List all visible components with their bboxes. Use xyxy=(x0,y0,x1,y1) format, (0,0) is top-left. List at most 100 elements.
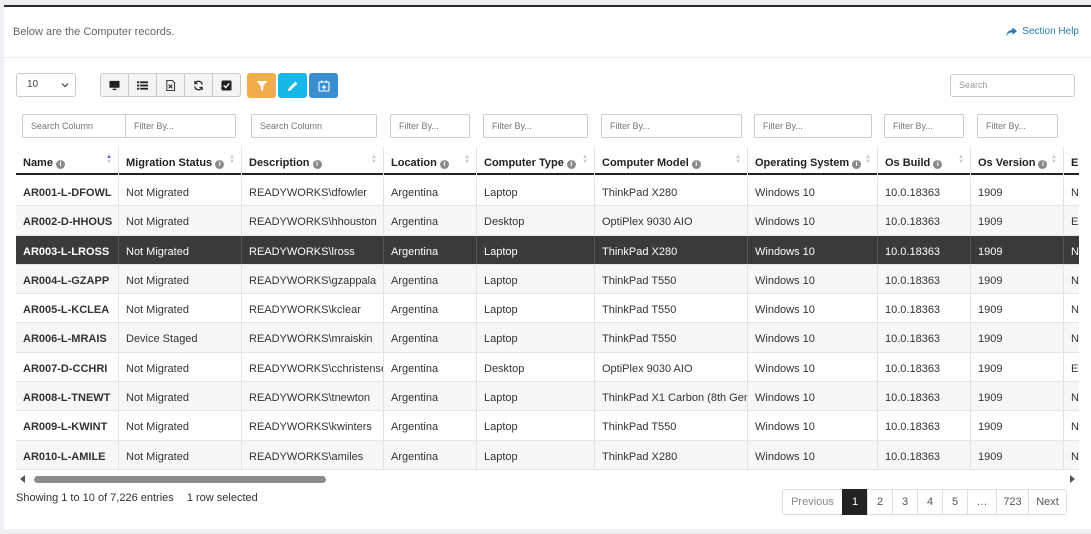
table-header-row: Name i ▲ ▼ Migration Status i ▲ ▼ Description i ▲ ▼… xyxy=(16,147,1079,175)
filter-input-os-version[interactable]: Filter By... xyxy=(977,114,1058,138)
filter-input-operating-system[interactable]: Filter By... xyxy=(754,114,872,138)
scrollbar-thumb[interactable] xyxy=(34,476,326,483)
section-help-label: Section Help xyxy=(1022,26,1079,37)
sort-icon[interactable]: ▲ ▼ xyxy=(229,154,235,165)
column-header-label: Computer Model xyxy=(602,157,689,169)
column-header-os-version[interactable]: Os Version i ▲ ▼ xyxy=(971,147,1064,175)
cell-description: READYWORKS\hhouston xyxy=(242,206,384,235)
filter-input-computer-type[interactable]: Filter By... xyxy=(483,114,588,138)
table-row[interactable]: AR001-L-DFOWL Not Migrated READYWORKS\dfow… xyxy=(16,177,1079,207)
column-header-computer-type[interactable]: Computer Type i ▲ ▼ xyxy=(477,147,595,175)
filter-button[interactable] xyxy=(247,73,276,98)
cell-operating-system: Windows 10 xyxy=(748,177,878,206)
table-row[interactable]: AR002-D-HHOUS Not Migrated READYWORKS\hhou… xyxy=(16,206,1079,236)
column-header-label: Os Version xyxy=(978,157,1036,169)
column-header-label: Computer Type xyxy=(484,157,564,169)
table-row[interactable]: AR007-D-CCHRI Not Migrated READYWORKS\cchr… xyxy=(16,352,1079,383)
sort-icon[interactable]: ▲ ▼ xyxy=(865,154,871,165)
cell-migration-status: Not Migrated xyxy=(119,352,242,382)
cell-location: Argentina xyxy=(384,235,477,264)
filter-input-migration-status[interactable]: Filter By... xyxy=(125,114,236,138)
pagination-page-723[interactable]: 723 xyxy=(996,489,1029,515)
info-icon[interactable]: i xyxy=(566,160,576,169)
pagination-next[interactable]: Next xyxy=(1028,489,1067,515)
sort-icon[interactable]: ▲ ▼ xyxy=(371,154,377,165)
edit-button[interactable] xyxy=(278,73,307,98)
info-icon[interactable]: i xyxy=(439,160,449,169)
horizontal-scrollbar[interactable] xyxy=(16,473,1079,485)
filter-input-description[interactable]: Search Column xyxy=(251,114,377,138)
table-row[interactable]: AR009-L-KWINT Not Migrated READYWORKS\kwin… xyxy=(16,411,1079,441)
column-header-label: Name xyxy=(23,157,53,169)
page-length-select[interactable]: 10 xyxy=(16,73,76,97)
section-help-link[interactable]: Section Help xyxy=(1006,26,1079,37)
cell-operating-system: Windows 10 xyxy=(748,294,878,323)
cell-location: Argentina xyxy=(384,352,477,382)
select-all-button[interactable] xyxy=(212,73,241,97)
column-header-description[interactable]: Description i ▲ ▼ xyxy=(242,147,384,175)
scroll-right-icon[interactable] xyxy=(1070,475,1075,483)
cell-migration-status: Not Migrated xyxy=(119,235,242,264)
scroll-left-icon[interactable] xyxy=(20,475,25,483)
column-header-e[interactable]: E xyxy=(1064,147,1079,175)
info-icon[interactable]: i xyxy=(55,160,65,169)
sort-icon[interactable]: ▲ ▼ xyxy=(582,154,588,165)
cell-location: Argentina xyxy=(384,440,477,469)
column-visibility-button[interactable] xyxy=(100,73,129,97)
cell-description: READYWORKS\dfowler xyxy=(242,177,384,206)
cell-name: AR005-L-KCLEA xyxy=(16,294,119,323)
column-header-migration-status[interactable]: Migration Status i ▲ ▼ xyxy=(119,147,242,175)
cell-e: N xyxy=(1064,236,1079,264)
filter-input-computer-model[interactable]: Filter By... xyxy=(601,114,742,138)
column-header-os-build[interactable]: Os Build i ▲ ▼ xyxy=(878,147,971,175)
pagination-page-2[interactable]: 2 xyxy=(867,489,893,515)
table-body: AR001-L-DFOWL Not Migrated READYWORKS\dfow… xyxy=(16,177,1079,470)
cell-os-build: 10.0.18363 xyxy=(878,177,971,206)
column-header-computer-model[interactable]: Computer Model i ▲ ▼ xyxy=(595,147,748,175)
sort-icon[interactable]: ▲ ▼ xyxy=(1051,154,1057,165)
cell-os-version: 1909 xyxy=(971,352,1064,382)
pagination-page-5[interactable]: 5 xyxy=(942,489,968,515)
cell-os-version: 1909 xyxy=(971,264,1064,294)
sort-icon[interactable]: ▲ ▼ xyxy=(735,154,741,165)
table-row[interactable]: AR003-L-LROSS Not Migrated READYWORKS\lros… xyxy=(16,235,1079,265)
info-icon[interactable]: i xyxy=(852,160,862,169)
info-icon[interactable]: i xyxy=(1038,160,1048,169)
table-row[interactable]: AR004-L-GZAPP Not Migrated READYWORKS\gzap… xyxy=(16,264,1079,295)
table-row[interactable]: AR010-L-AMILE Not Migrated READYWORKS\amil… xyxy=(16,440,1079,470)
info-icon[interactable]: i xyxy=(691,160,701,169)
table-row[interactable]: AR006-L-MRAIS Device Staged READYWORKS\mra… xyxy=(16,323,1079,353)
table-row[interactable]: AR008-L-TNEWT Not Migrated READYWORKS\tnew… xyxy=(16,382,1079,412)
info-icon[interactable]: i xyxy=(215,160,225,169)
monitor-icon xyxy=(109,80,120,90)
chevron-down-icon xyxy=(61,83,69,88)
search-input[interactable]: Search xyxy=(950,74,1075,97)
filter-input-os-build[interactable]: Filter By... xyxy=(884,114,964,138)
sort-icon[interactable]: ▲ ▼ xyxy=(106,154,112,165)
info-icon[interactable]: i xyxy=(933,160,943,169)
column-header-operating-system[interactable]: Operating System i ▲ ▼ xyxy=(748,147,878,175)
cell-operating-system: Windows 10 xyxy=(748,352,878,382)
info-icon[interactable]: i xyxy=(312,160,322,169)
cell-os-version: 1909 xyxy=(971,177,1064,206)
pagination-page-3[interactable]: 3 xyxy=(892,489,918,515)
filter-input-name[interactable]: Search Column xyxy=(22,114,140,138)
cell-computer-model: OptiPlex 9030 AIO xyxy=(595,352,748,382)
computer-records-table: Search Column Filter By... Search Column Fi… xyxy=(16,105,1079,471)
column-header-name[interactable]: Name i ▲ ▼ xyxy=(16,147,119,175)
filter-input-location[interactable]: Filter By... xyxy=(390,114,470,138)
refresh-button[interactable] xyxy=(184,73,213,97)
list-view-button[interactable] xyxy=(128,73,157,97)
sort-icon[interactable]: ▲ ▼ xyxy=(958,154,964,165)
cell-e: N xyxy=(1064,265,1079,293)
column-header-location[interactable]: Location i ▲ ▼ xyxy=(384,147,477,175)
pagination-page-1[interactable]: 1 xyxy=(842,489,868,515)
pagination-previous[interactable]: Previous xyxy=(782,489,843,515)
export-excel-button[interactable] xyxy=(156,73,185,97)
pagination: Previous 1 2 3 4 5… 723 Next xyxy=(782,489,1067,515)
table-row[interactable]: AR005-L-KCLEA Not Migrated READYWORKS\kcle… xyxy=(16,294,1079,324)
sort-icon[interactable]: ▲ ▼ xyxy=(464,154,470,165)
cell-os-build: 10.0.18363 xyxy=(878,440,971,469)
schedule-button[interactable] xyxy=(309,73,338,98)
pagination-page-4[interactable]: 4 xyxy=(917,489,943,515)
